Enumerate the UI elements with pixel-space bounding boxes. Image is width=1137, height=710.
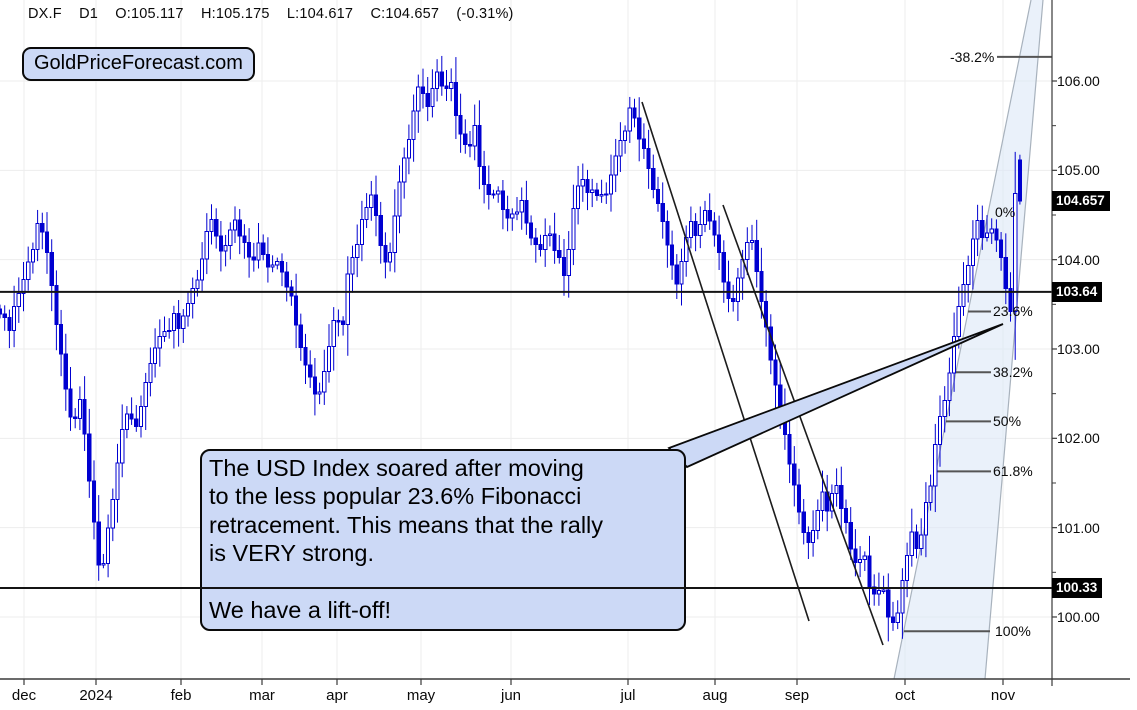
site-watermark-badge: GoldPriceForecast.com — [22, 47, 255, 81]
timeframe-label: D1 — [79, 6, 99, 22]
month-label-sep: sep — [784, 687, 810, 704]
callout-text-line: retracement. This means that the rally — [209, 511, 604, 538]
callout-text-line: We have a lift-off! — [209, 597, 391, 624]
callout-text-spacer — [209, 568, 677, 596]
ohlc-header: DX.F D1 O:105.117 H:105.175 L:104.617 C:… — [28, 6, 527, 22]
price-label-105.00: 105.00 — [1057, 162, 1100, 179]
last-price-badge: 104.657 — [1052, 191, 1110, 211]
symbol-label: DX.F — [28, 6, 62, 22]
close-value: C:104.657 — [370, 6, 440, 22]
fib-label-50%: 50% — [993, 413, 1022, 430]
price-label-104.00: 104.00 — [1057, 251, 1100, 268]
month-label-oct: oct — [894, 687, 916, 704]
fib-label-38.2%: 38.2% — [993, 364, 1033, 381]
resistance-price-badge: 103.64 — [1052, 282, 1103, 302]
analysis-callout-box[interactable]: The USD Index soared after moving to the… — [200, 449, 686, 632]
price-label-102.00: 102.00 — [1057, 430, 1100, 447]
change-percent: (-0.31%) — [456, 6, 514, 22]
fib-label-100%: 100% — [995, 623, 1031, 640]
price-label-106.00: 106.00 — [1057, 73, 1100, 89]
month-label-apr: apr — [326, 687, 348, 704]
price-label-100.00: 100.00 — [1057, 608, 1100, 625]
month-label-may: may — [406, 687, 436, 704]
open-value: O:105.117 — [115, 6, 184, 22]
support-price-badge: 100.33 — [1052, 578, 1103, 598]
month-label-feb: feb — [170, 687, 192, 704]
month-label-nov: nov — [990, 687, 1016, 704]
fib-label-23.6%: 23.6% — [993, 303, 1033, 320]
support-level-line-100-33 — [0, 587, 1052, 589]
month-label-2024: 2024 — [79, 687, 113, 704]
low-value: L:104.617 — [286, 6, 354, 22]
callout-text-line: is VERY strong. — [209, 540, 375, 567]
price-label-101.00: 101.00 — [1057, 519, 1100, 536]
fib-label--38.2%: -38.2% — [950, 48, 995, 65]
high-value: H:105.175 — [200, 6, 270, 22]
month-label-mar: mar — [249, 687, 275, 704]
month-label-dec: dec — [11, 687, 37, 704]
callout-text-line: The USD Index soared after moving — [209, 455, 584, 481]
fib-label-0%: 0% — [995, 204, 1016, 221]
price-label-103.00: 103.00 — [1057, 340, 1100, 357]
month-label-aug: aug — [702, 687, 728, 704]
callout-text-line: to the less popular 23.6% Fibonacci — [209, 483, 582, 510]
month-label-jun: jun — [500, 687, 522, 704]
month-label-jul: jul — [620, 687, 636, 704]
fib-label-61.8%: 61.8% — [993, 463, 1033, 480]
